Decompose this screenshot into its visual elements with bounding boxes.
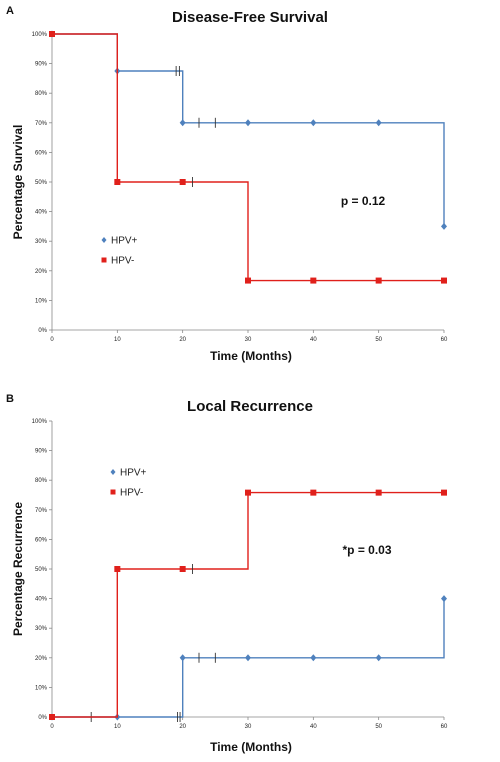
y-axis-title: Percentage Recurrence xyxy=(11,502,25,636)
y-tick-label: 30% xyxy=(35,626,48,632)
y-tick-label: 70% xyxy=(35,508,48,514)
y-tick-label: 70% xyxy=(35,121,48,127)
p-value-annotation: *p = 0.03 xyxy=(342,543,391,557)
survival-chart-svg: 0% 10% 20% 30% 40% 50% 60% 70% 80% 90% 100% 0 10 20 30… xyxy=(6,5,448,363)
data-point-hpv xyxy=(245,654,251,662)
data-point-hpv xyxy=(375,119,382,127)
y-tick-label: 10% xyxy=(35,685,48,691)
y-tick-label: 90% xyxy=(35,62,48,68)
x-axis-title: Time (Months) xyxy=(210,349,292,363)
y-tick-label: 50% xyxy=(35,180,48,186)
data-point-hpv xyxy=(441,222,447,230)
data-point-hpv xyxy=(375,654,382,662)
chart-title: Local Recurrence xyxy=(187,398,313,415)
y-tick-label: 80% xyxy=(35,478,48,484)
x-axis-title: Time (Months) xyxy=(210,740,292,754)
y-tick-label: 20% xyxy=(35,656,48,662)
legend-label-hpv: HPV- xyxy=(120,488,143,499)
x-tick-label: 20 xyxy=(179,337,186,343)
x-tick-label: 0 xyxy=(50,337,54,343)
data-point-hpv xyxy=(441,595,447,603)
x-tick-label: 10 xyxy=(114,337,121,343)
data-point-hpv xyxy=(310,489,317,496)
data-point-hpv xyxy=(310,119,317,127)
data-point-hpv xyxy=(49,31,55,37)
x-tick-label: 40 xyxy=(310,724,317,730)
chart-panel-b: 0% 10% 20% 30% 40% 50% 60% 70% 80% 90% 100% 0 10 20 30… xyxy=(0,381,500,762)
data-point-hpv xyxy=(179,654,186,662)
legend-label-hpv: HPV- xyxy=(111,256,134,267)
legend-marker-hpv xyxy=(110,469,116,475)
panel-label: A xyxy=(6,5,14,17)
y-tick-label: 60% xyxy=(35,150,48,156)
y-tick-label: 10% xyxy=(35,298,48,304)
x-tick-label: 20 xyxy=(179,724,186,730)
recurrence-chart-svg: 0% 10% 20% 30% 40% 50% 60% 70% 80% 90% 100% 0 10 20 30… xyxy=(6,393,448,754)
x-tick-label: 40 xyxy=(310,337,317,343)
y-tick-label: 80% xyxy=(35,91,48,97)
data-point-hpv xyxy=(375,489,382,496)
y-tick-label: 0% xyxy=(38,328,47,334)
data-point-hpv xyxy=(441,277,447,284)
data-point-hpv xyxy=(441,489,447,496)
y-tick-label: 30% xyxy=(35,239,48,245)
y-tick-label: 60% xyxy=(35,537,48,543)
x-tick-label: 0 xyxy=(50,724,54,730)
y-tick-label: 0% xyxy=(38,715,47,721)
data-point-hpv xyxy=(245,489,251,496)
chart-title: Disease-Free Survival xyxy=(172,9,328,26)
p-value-annotation: p = 0.12 xyxy=(341,194,386,208)
data-point-hpv xyxy=(245,119,251,127)
x-tick-label: 60 xyxy=(441,724,448,730)
panel-label: B xyxy=(6,393,14,405)
y-tick-label: 50% xyxy=(35,567,48,573)
data-point-hpv xyxy=(375,277,382,284)
chart-panel-a: 0% 10% 20% 30% 40% 50% 60% 70% 80% 90% 100% 0 10 20 30… xyxy=(6,5,448,363)
data-point-hpv xyxy=(114,566,121,572)
series-line-hpv xyxy=(52,491,444,718)
y-tick-label: 40% xyxy=(35,597,48,603)
x-tick-label: 30 xyxy=(245,337,252,343)
legend-marker-hpv xyxy=(101,237,107,243)
x-tick-label: 60 xyxy=(441,337,448,343)
data-point-hpv xyxy=(179,179,186,185)
x-tick-label: 10 xyxy=(114,724,121,730)
x-tick-label: 50 xyxy=(375,724,382,730)
data-point-hpv xyxy=(310,277,317,284)
y-tick-label: 100% xyxy=(32,32,48,38)
y-tick-label: 90% xyxy=(35,449,48,455)
x-tick-label: 30 xyxy=(245,724,252,730)
data-point-hpv xyxy=(114,179,121,185)
data-point-hpv xyxy=(179,566,186,572)
y-axis-title: Percentage Survival xyxy=(11,125,25,240)
legend-label-hpv: HPV+ xyxy=(120,468,147,479)
legend-marker-hpv xyxy=(110,489,116,495)
data-point-hpv xyxy=(49,714,55,720)
data-point-hpv xyxy=(179,119,186,127)
y-tick-label: 100% xyxy=(32,419,48,425)
y-tick-label: 20% xyxy=(35,269,48,275)
y-tick-label: 40% xyxy=(35,210,48,216)
data-point-hpv xyxy=(310,654,317,662)
x-tick-label: 50 xyxy=(375,337,382,343)
legend-marker-hpv xyxy=(101,257,107,263)
legend-label-hpv: HPV+ xyxy=(111,236,138,247)
data-point-hpv xyxy=(245,277,251,284)
